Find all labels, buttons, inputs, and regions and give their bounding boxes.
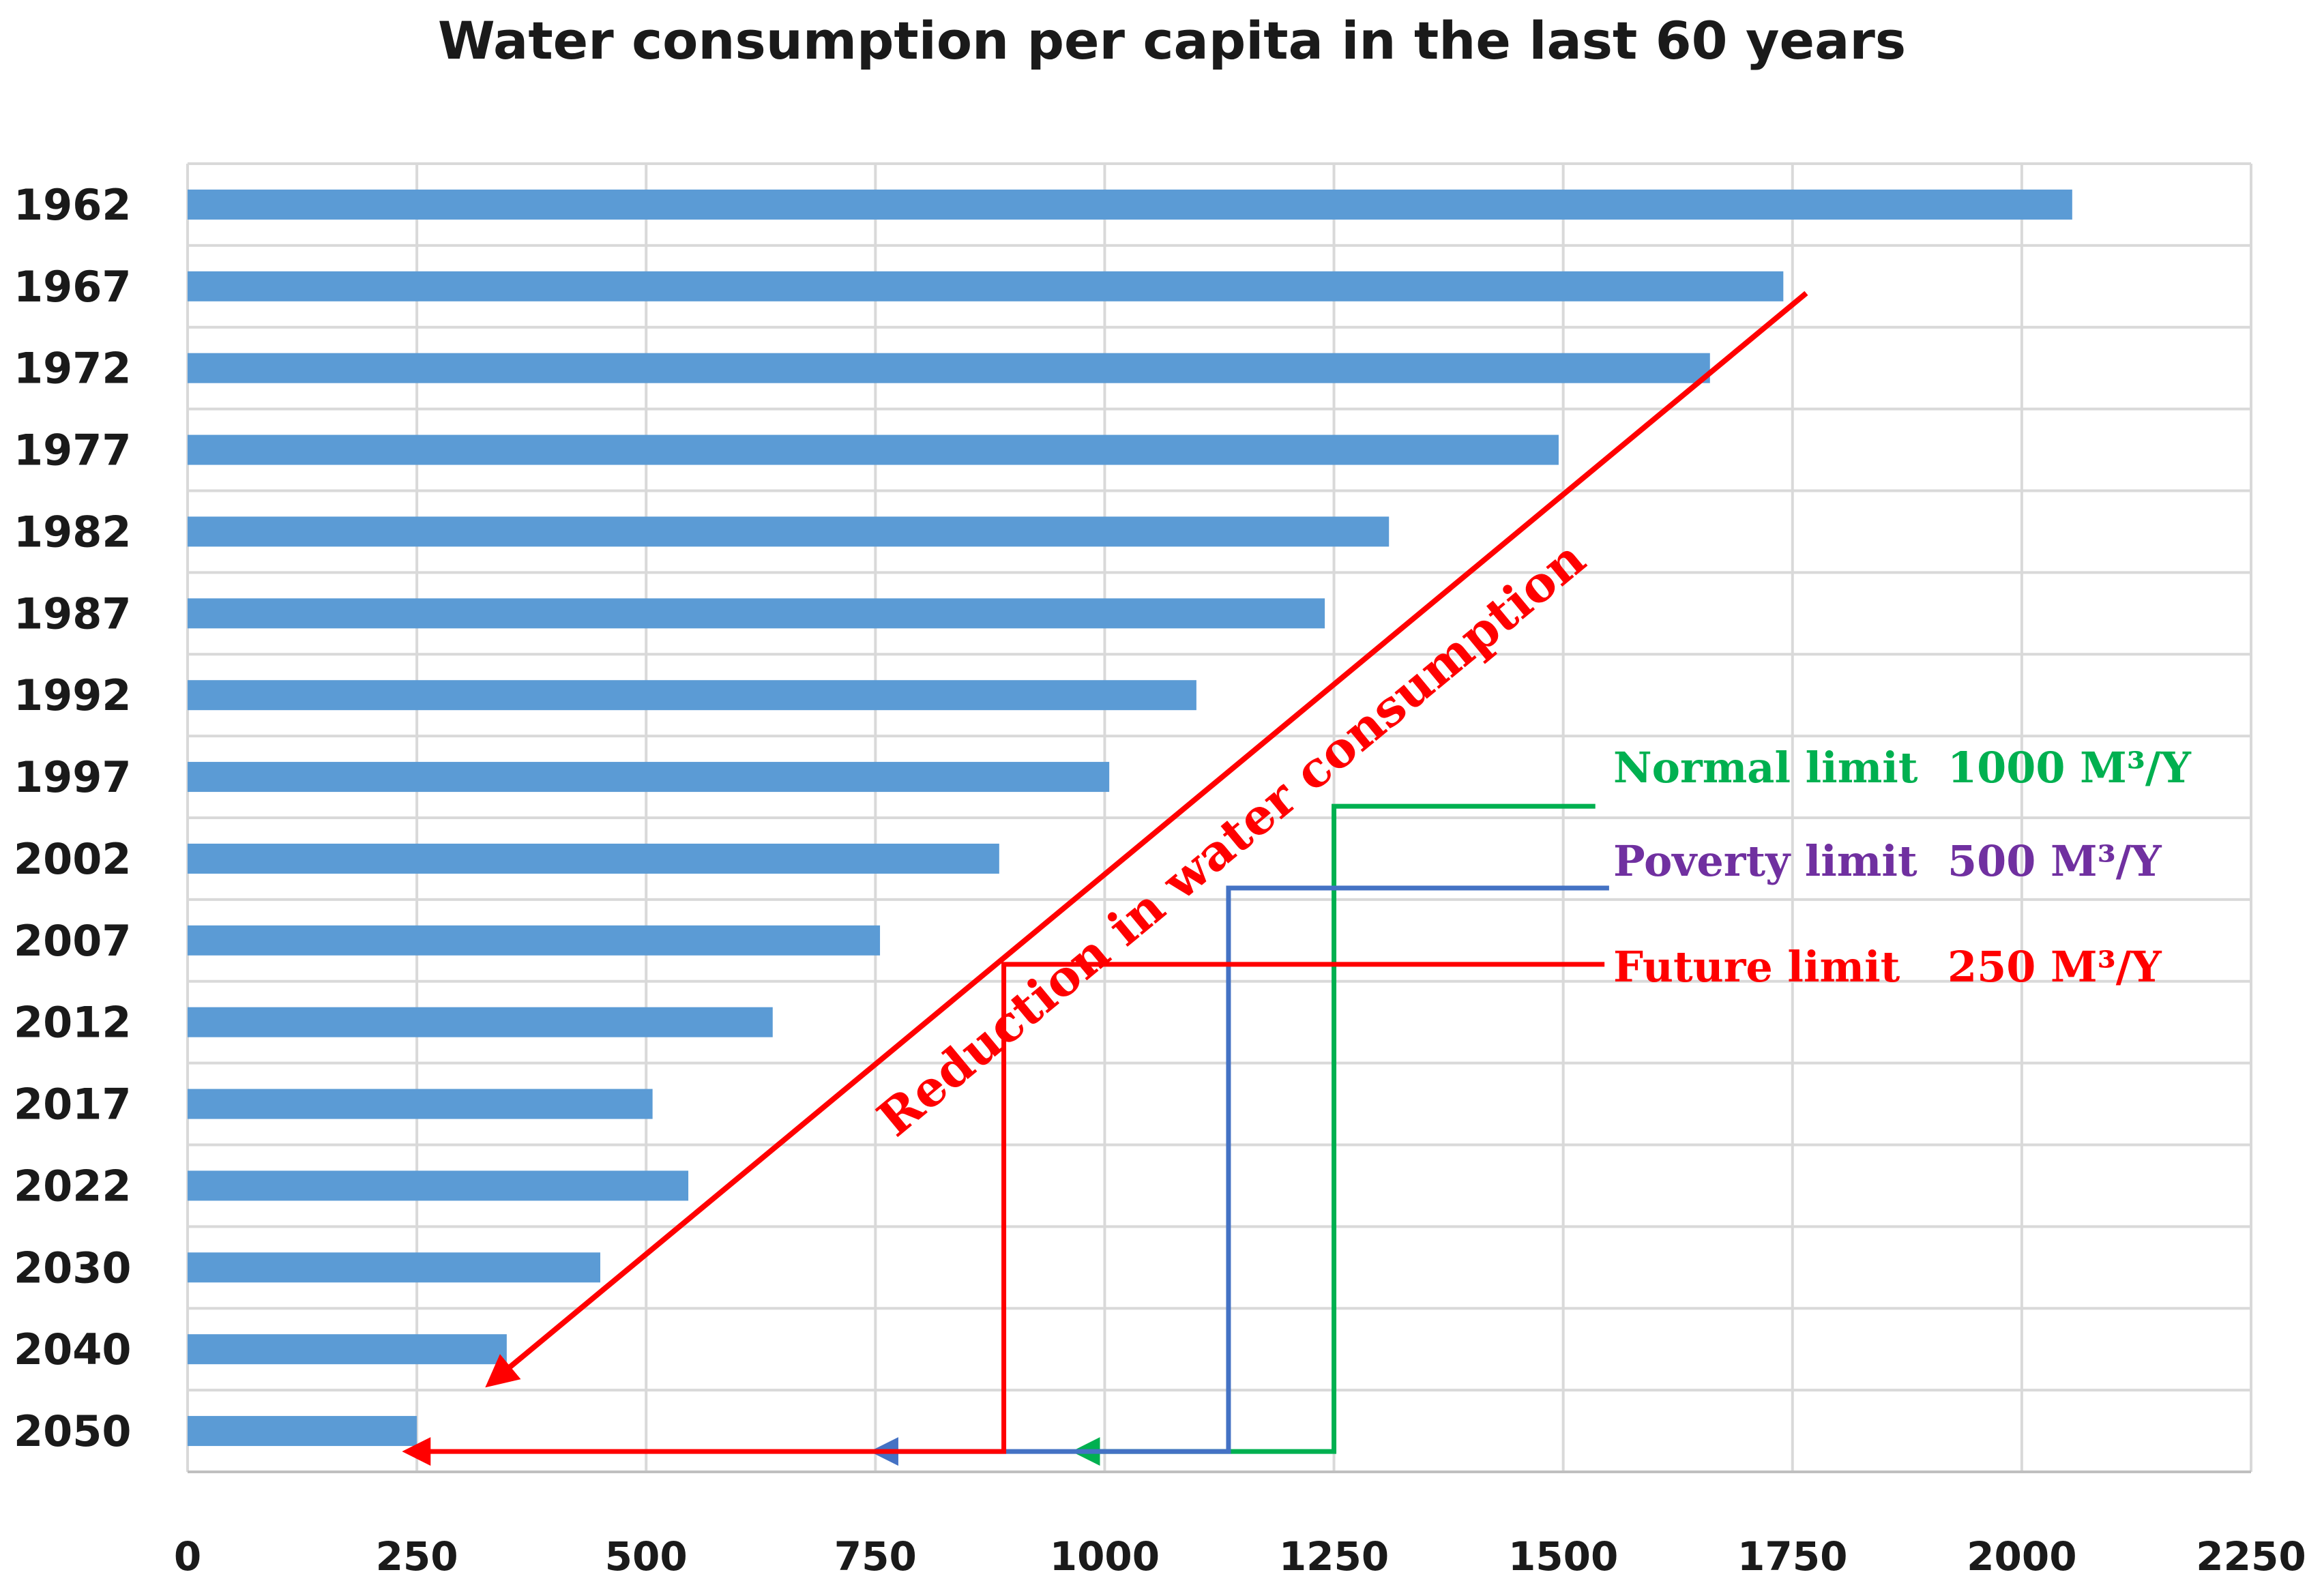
chart-title: Water consumption per capita in the last… [438,10,1906,71]
bar-1962 [188,189,2072,220]
x-tick-label: 1750 [1737,1533,1847,1580]
x-tick-label: 1500 [1508,1533,1618,1580]
x-tick-label: 0 [174,1533,201,1580]
plot-area: 1962 1967 1972 1977 1982 1987 1992 1997 2002 2007… [14,162,2306,1580]
bar-1967 [188,271,1784,301]
y-tick-label: 1997 [14,752,132,802]
y-tick-label: 2007 [14,916,132,966]
bar-2040 [188,1334,507,1365]
y-tick-label: 1967 [14,262,132,312]
y-tick-label: 1987 [14,589,132,638]
limit-name-label: Normal limit [1613,743,1918,793]
limit-line [869,885,1609,1466]
bar-1992 [188,680,1196,711]
y-tick-label: 1992 [14,670,132,720]
y-tick-label: 2030 [14,1243,132,1292]
y-tick-label: 2012 [14,998,132,1048]
limit-name-label: Poverty limit [1613,836,1917,886]
x-tick-label: 1000 [1050,1533,1160,1580]
limit-value-label: 1000 M³/Y [1948,743,2192,793]
x-tick-label: 750 [834,1533,917,1580]
limit-line [402,962,1605,1466]
y-tick-label: 2017 [14,1080,132,1129]
bar-2012 [188,1007,773,1037]
x-tick-label: 500 [605,1533,688,1580]
y-tick-label: 2040 [14,1325,132,1374]
bar-1977 [188,434,1559,465]
limit-value-label: 250 M³/Y [1948,942,2162,992]
bar-2030 [188,1252,600,1283]
bar-1987 [188,598,1325,629]
y-tick-label: 1962 [14,180,132,230]
bar-2022 [188,1170,689,1201]
bar-2017 [188,1089,653,1119]
bar-1997 [188,762,1110,793]
x-tick-label: 250 [376,1533,458,1580]
limit-name-label: Future limit [1613,942,1900,992]
x-tick-label: 2250 [2196,1533,2306,1580]
bar-2050 [188,1416,417,1447]
bar-2002 [188,843,999,874]
y-tick-label: 1977 [14,426,132,475]
y-tick-label: 2002 [14,834,132,884]
y-tick-label: 2050 [14,1406,132,1456]
reduction-arrow [485,291,1808,1388]
x-tick-label: 1250 [1279,1533,1389,1580]
y-tick-label: 1982 [14,507,132,557]
bar-1982 [188,516,1390,547]
y-tick-label: 2022 [14,1161,132,1211]
limit-value-label: 500 M³/Y [1948,836,2162,886]
x-tick-label: 2000 [1967,1533,2076,1580]
bar-2007 [188,925,881,956]
y-tick-label: 1972 [14,344,132,394]
bar-1972 [188,353,1710,383]
